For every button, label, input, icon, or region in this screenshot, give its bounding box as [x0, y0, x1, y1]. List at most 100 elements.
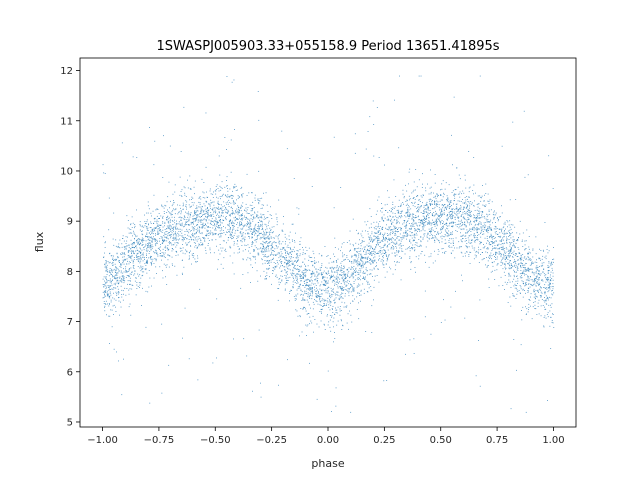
- data-point: [470, 221, 472, 222]
- data-point: [221, 209, 223, 211]
- data-point: [116, 280, 118, 282]
- data-point: [208, 203, 210, 205]
- data-point: [350, 283, 351, 285]
- data-point: [170, 235, 172, 237]
- data-point: [508, 224, 510, 226]
- data-point: [403, 237, 405, 239]
- data-point: [340, 310, 342, 311]
- data-point: [370, 223, 372, 225]
- data-point: [238, 249, 240, 250]
- data-point: [287, 273, 288, 275]
- data-point: [488, 256, 490, 258]
- data-point: [253, 207, 255, 208]
- data-point: [105, 263, 107, 265]
- data-point: [284, 266, 286, 268]
- data-point: [104, 294, 105, 295]
- data-point: [169, 217, 171, 219]
- data-point: [369, 208, 371, 210]
- data-point: [337, 276, 339, 278]
- data-point: [115, 284, 116, 286]
- data-point: [126, 258, 128, 260]
- data-point: [417, 211, 419, 213]
- data-point: [121, 281, 123, 283]
- data-point: [543, 300, 545, 302]
- data-point: [263, 236, 265, 238]
- data-point: [211, 232, 213, 234]
- data-point: [387, 216, 389, 218]
- data-point: [147, 245, 149, 247]
- data-point: [544, 297, 545, 298]
- data-point: [155, 238, 157, 240]
- data-point: [327, 271, 329, 273]
- data-point: [478, 224, 479, 226]
- data-point: [109, 268, 111, 269]
- data-point: [414, 228, 416, 230]
- data-point: [281, 275, 283, 277]
- data-point: [335, 405, 337, 407]
- data-point: [371, 238, 373, 240]
- data-point: [536, 259, 537, 261]
- data-point: [534, 279, 536, 281]
- data-point: [458, 241, 460, 243]
- data-point: [279, 234, 280, 236]
- data-point: [155, 258, 157, 260]
- data-point: [106, 290, 108, 292]
- data-point: [246, 225, 248, 227]
- data-point: [156, 208, 158, 210]
- data-point: [286, 271, 288, 273]
- data-point: [506, 238, 508, 240]
- data-point: [450, 238, 452, 240]
- data-point: [386, 219, 388, 221]
- data-point: [254, 245, 256, 247]
- data-point: [163, 235, 165, 236]
- data-point: [460, 206, 462, 208]
- data-point: [175, 228, 177, 230]
- data-point: [271, 231, 273, 233]
- data-point: [547, 296, 548, 298]
- data-point: [233, 252, 235, 254]
- data-point: [399, 75, 400, 77]
- data-point: [476, 239, 478, 241]
- data-point: [343, 279, 345, 281]
- data-point: [488, 227, 490, 229]
- data-point: [522, 281, 524, 282]
- data-point: [478, 213, 480, 214]
- data-point: [184, 219, 186, 220]
- data-point: [198, 206, 200, 208]
- data-point: [506, 248, 508, 250]
- data-point: [158, 228, 160, 229]
- data-point: [324, 290, 326, 291]
- data-point: [154, 252, 156, 254]
- data-point: [428, 209, 429, 211]
- data-point: [187, 214, 189, 216]
- data-point: [259, 224, 261, 226]
- data-point: [160, 236, 162, 237]
- data-point: [512, 239, 514, 241]
- data-point: [418, 219, 420, 221]
- data-point: [163, 232, 165, 234]
- data-point: [469, 207, 470, 209]
- data-point: [127, 275, 129, 277]
- data-point: [343, 287, 345, 288]
- data-point: [263, 246, 264, 248]
- data-point: [339, 308, 341, 310]
- data-point: [155, 258, 157, 260]
- data-point: [495, 259, 497, 260]
- data-point: [321, 300, 323, 302]
- data-point: [300, 237, 302, 239]
- data-point: [478, 228, 480, 230]
- data-point: [430, 228, 432, 230]
- data-point: [365, 224, 367, 226]
- data-point: [542, 271, 544, 273]
- data-point: [241, 241, 243, 243]
- data-point: [251, 192, 253, 194]
- data-point: [226, 176, 228, 178]
- data-point: [393, 225, 395, 227]
- data-point: [336, 309, 338, 311]
- data-point: [381, 228, 382, 230]
- data-point: [158, 247, 160, 249]
- data-point: [162, 222, 164, 224]
- data-point: [358, 272, 360, 274]
- data-point: [515, 264, 517, 266]
- data-point: [203, 213, 205, 215]
